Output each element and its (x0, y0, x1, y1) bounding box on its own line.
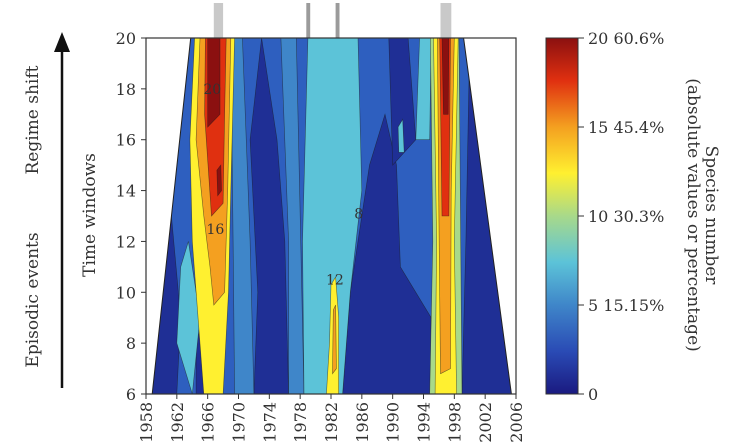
left-annotation: Regime shift Episodic events Time window… (23, 32, 100, 388)
contour-region (388, 38, 417, 166)
contour-region (230, 38, 255, 394)
highlight-band (213, 3, 224, 39)
contour-region (415, 38, 432, 140)
highlight-band (335, 3, 340, 39)
x-tick-label: 1970 (230, 402, 249, 443)
x-tick-label: 1986 (353, 402, 372, 443)
contour-region (280, 38, 305, 394)
colorbar-tick-label: 0 (588, 385, 598, 404)
highlight-band (306, 3, 311, 39)
x-tick-label: 2006 (507, 402, 526, 443)
x-tick-label: 1990 (384, 402, 403, 443)
x-tick-label: 1978 (291, 402, 310, 443)
contour-region (207, 38, 221, 128)
contour-label: 12 (326, 273, 344, 289)
colorbar-gradient (545, 37, 579, 395)
x-axis: 1958 1962 1966 1970 1974 1978 1982 1986 1990 1994… (137, 394, 526, 443)
y-tick-label: 14 (116, 182, 136, 201)
x-tick-label: 1974 (260, 402, 279, 443)
arrow-head-icon (54, 32, 70, 52)
plot-area (145, 37, 517, 395)
contour-region (441, 38, 450, 115)
colorbar-tick-label: 20 60.6% (588, 29, 664, 48)
colorbar-ticks: 20 60.6% 15 45.4% 10 30.3% 5 15.15% 0 (578, 29, 664, 404)
contour-region (397, 118, 405, 153)
colorbar-tick-label: 10 30.3% (588, 207, 664, 226)
colorbar-title-line2: (absolute values or percentage) (683, 78, 703, 352)
colorbar-tick-label: 15 45.4% (588, 118, 664, 137)
x-tick-label: 1994 (415, 402, 434, 443)
x-tick-label: 1962 (168, 402, 187, 443)
contour-region (176, 241, 201, 394)
y-axis-title: Time windows (80, 153, 100, 277)
contour-labels: 20 16 12 8 (203, 82, 363, 289)
contour-region (216, 164, 222, 197)
y-tick-label: 10 (116, 283, 136, 302)
regime-shift-label: Regime shift (23, 65, 43, 174)
x-tick-label: 1998 (445, 402, 464, 443)
y-tick-label: 18 (116, 80, 136, 99)
colorbar: 20 60.6% 15 45.4% 10 30.3% 5 15.15% 0 Specie… (545, 29, 721, 404)
contour-label: 20 (203, 82, 221, 98)
x-tick-label: 1982 (322, 402, 341, 443)
x-tick-label: 2002 (476, 402, 495, 443)
highlight-bands (213, 3, 452, 39)
highlight-band (440, 3, 452, 39)
y-tick-label: 20 (116, 29, 136, 48)
contour-label: 16 (206, 222, 224, 238)
x-tick-label: 1966 (199, 402, 218, 443)
y-tick-label: 6 (126, 385, 136, 404)
y-tick-label: 16 (116, 131, 136, 150)
contour-region (332, 304, 337, 375)
episodic-events-label: Episodic events (23, 232, 43, 367)
x-tick-label: 1958 (137, 402, 156, 443)
contour-label: 8 (354, 207, 363, 223)
contour-region (249, 38, 289, 394)
contour-region (302, 38, 363, 394)
y-tick-label: 12 (116, 232, 136, 251)
colorbar-title-line1: Species number (701, 146, 721, 286)
y-axis: 6 8 10 12 14 16 18 20 (116, 29, 146, 404)
y-tick-label: 8 (126, 334, 136, 353)
colorbar-tick-label: 5 15.15% (588, 296, 664, 315)
